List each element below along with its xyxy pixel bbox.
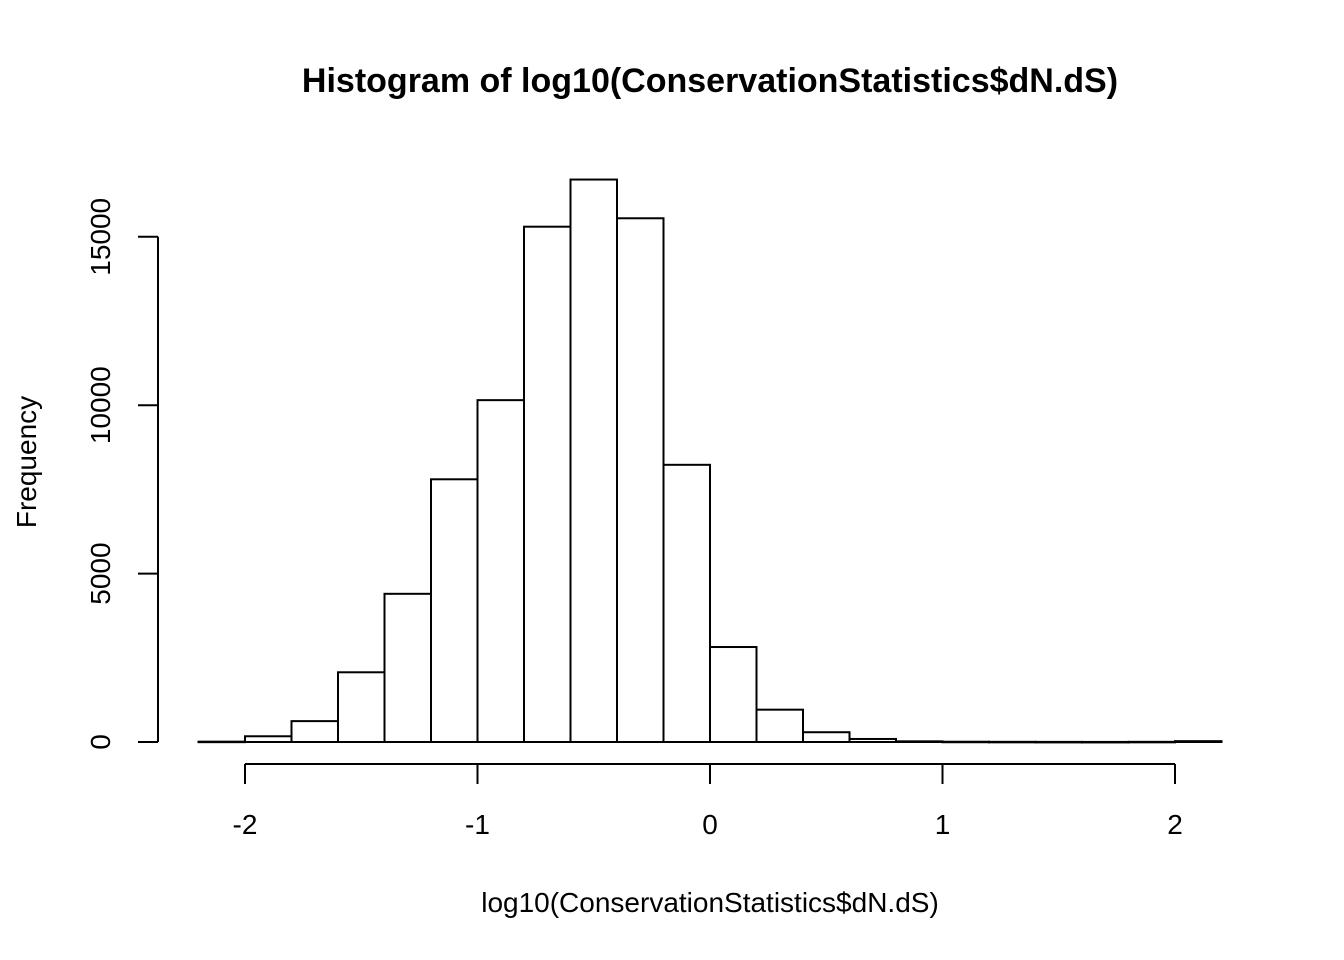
x-axis-label: log10(ConservationStatistics$dN.dS) xyxy=(481,887,939,918)
x-tick-label: -2 xyxy=(233,809,258,840)
y-tick-label: 10000 xyxy=(85,366,116,444)
histogram-bar xyxy=(1174,740,1223,744)
x-tick-label: 2 xyxy=(1167,809,1183,840)
y-tick-label: 0 xyxy=(85,734,116,750)
y-tick-label: 15000 xyxy=(85,198,116,276)
histogram-bar xyxy=(1127,740,1176,744)
histogram-bars xyxy=(197,178,1223,744)
histogram-bar xyxy=(197,740,246,744)
x-tick-label: -1 xyxy=(465,809,490,840)
histogram-bar xyxy=(1081,740,1130,744)
histogram-bar xyxy=(1034,740,1083,744)
histogram-bar xyxy=(569,178,618,743)
histogram-bar xyxy=(848,737,897,744)
histogram-bar xyxy=(337,671,386,744)
histogram-bar xyxy=(755,708,804,743)
histogram-bar xyxy=(523,225,572,744)
histogram-bar xyxy=(290,720,339,744)
histogram-bar xyxy=(895,740,944,744)
y-axis: 0 5000 10000 15000 xyxy=(85,198,159,750)
histogram-bar xyxy=(244,735,293,744)
histogram-bar xyxy=(941,740,990,744)
histogram-bar xyxy=(662,463,711,743)
chart-title: Histogram of log10(ConservationStatistic… xyxy=(302,62,1118,100)
histogram-bar xyxy=(988,740,1037,744)
histogram-bar xyxy=(709,646,758,743)
y-tick-label: 5000 xyxy=(85,542,116,604)
histogram-bar xyxy=(802,731,851,743)
x-tick-label: 0 xyxy=(702,809,718,840)
histogram-bar xyxy=(616,217,665,743)
x-tick-label: 1 xyxy=(935,809,951,840)
histogram-bar xyxy=(476,399,525,743)
histogram-bar xyxy=(383,592,432,743)
y-axis-label: Frequency xyxy=(11,396,42,528)
histogram-bar xyxy=(430,478,479,743)
x-axis: -2 -1 0 1 2 xyxy=(233,763,1183,840)
